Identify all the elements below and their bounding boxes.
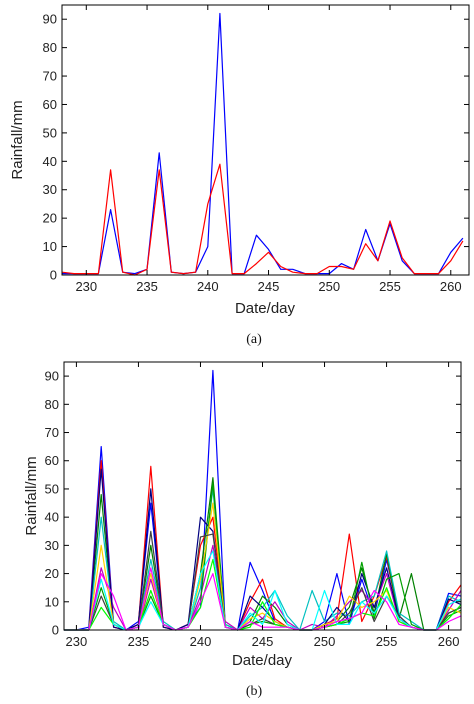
chart-b-x-tick-label: 250 (314, 634, 336, 649)
chart-a-y-tick-label: 20 (43, 211, 57, 226)
chart-b-y-tick-label: 0 (52, 623, 59, 638)
chart-a-x-tick-label: 230 (75, 279, 97, 294)
chart-a-series-line (62, 12, 464, 275)
chart-b-series-line (64, 460, 462, 631)
chart-a-x-ticks: 230 235 240 245 250 255 260 (75, 5, 462, 294)
chart-b-y-tick-label: 30 (45, 538, 59, 553)
chart-a-y-ticks: 0 10 20 30 40 50 60 70 80 90 (43, 12, 469, 283)
chart-b-x-tick-label: 235 (128, 634, 150, 649)
chart-b-y-tick-label: 40 (45, 510, 59, 525)
chart-a-y-tick-label: 90 (43, 12, 57, 27)
chart-b-x-tick-label: 245 (252, 634, 274, 649)
chart-panel-a: 230 235 240 245 250 255 260 0 10 20 30 40 50 60 70 80 9… (9, 4, 470, 347)
chart-a-y-tick-label: 60 (43, 97, 57, 112)
chart-a-y-tick-label: 10 (43, 239, 57, 254)
chart-b-y-tick-label: 60 (45, 453, 59, 468)
chart-a-x-tick-label: 250 (318, 279, 340, 294)
chart-a-x-axis-label: Date/day (235, 300, 296, 317)
chart-b-x-tick-label: 255 (376, 634, 398, 649)
chart-a-panel-label: (a) (246, 332, 262, 347)
chart-b-y-ticks: 0 10 20 30 40 50 60 70 80 90 (45, 369, 461, 638)
chart-a-y-tick-label: 70 (43, 69, 57, 84)
chart-b-x-tick-label: 230 (66, 634, 88, 649)
chart-a-x-tick-label: 240 (197, 279, 219, 294)
chart-b-x-tick-label: 260 (438, 634, 460, 649)
chart-a-series-line (61, 163, 464, 276)
chart-b-y-tick-label: 80 (45, 397, 59, 412)
chart-b-y-tick-label: 10 (45, 594, 59, 609)
chart-b-y-tick-label: 70 (45, 425, 59, 440)
chart-b-series-line (64, 369, 462, 631)
chart-a-series-group (61, 12, 464, 276)
chart-a-x-tick-label: 260 (440, 279, 462, 294)
chart-b-series-line (64, 468, 462, 631)
chart-b-y-tick-label: 50 (45, 481, 59, 496)
chart-b-series-line (64, 558, 462, 631)
chart-panel-b: 230 235 240 245 250 255 260 0 10 20 30 40 50 60 70 80 9… (23, 361, 462, 699)
chart-a-y-tick-label: 80 (43, 40, 57, 55)
chart-a-y-tick-label: 30 (43, 182, 57, 197)
chart-a-frame (61, 4, 470, 276)
chart-a-x-tick-label: 255 (379, 279, 401, 294)
chart-a-x-tick-label: 235 (136, 279, 158, 294)
chart-b-x-axis-label: Date/day (232, 652, 293, 669)
chart-a-y-tick-label: 40 (43, 154, 57, 169)
chart-b-y-axis-label: Rainfall/mm (23, 456, 40, 535)
chart-b-panel-label: (b) (246, 684, 263, 699)
chart-a-y-tick-label: 0 (50, 268, 57, 283)
chart-b-series-line (64, 544, 462, 631)
chart-a-y-tick-label: 50 (43, 125, 57, 140)
chart-b-x-ticks: 230 235 240 245 250 255 260 (66, 362, 460, 649)
chart-b-series-group (64, 369, 462, 631)
chart-b-x-tick-label: 240 (190, 634, 212, 649)
chart-a-x-tick-label: 245 (258, 279, 280, 294)
chart-b-y-tick-label: 20 (45, 566, 59, 581)
chart-b-y-tick-label: 90 (45, 369, 59, 384)
chart-a-y-axis-label: Rainfall/mm (9, 100, 26, 179)
